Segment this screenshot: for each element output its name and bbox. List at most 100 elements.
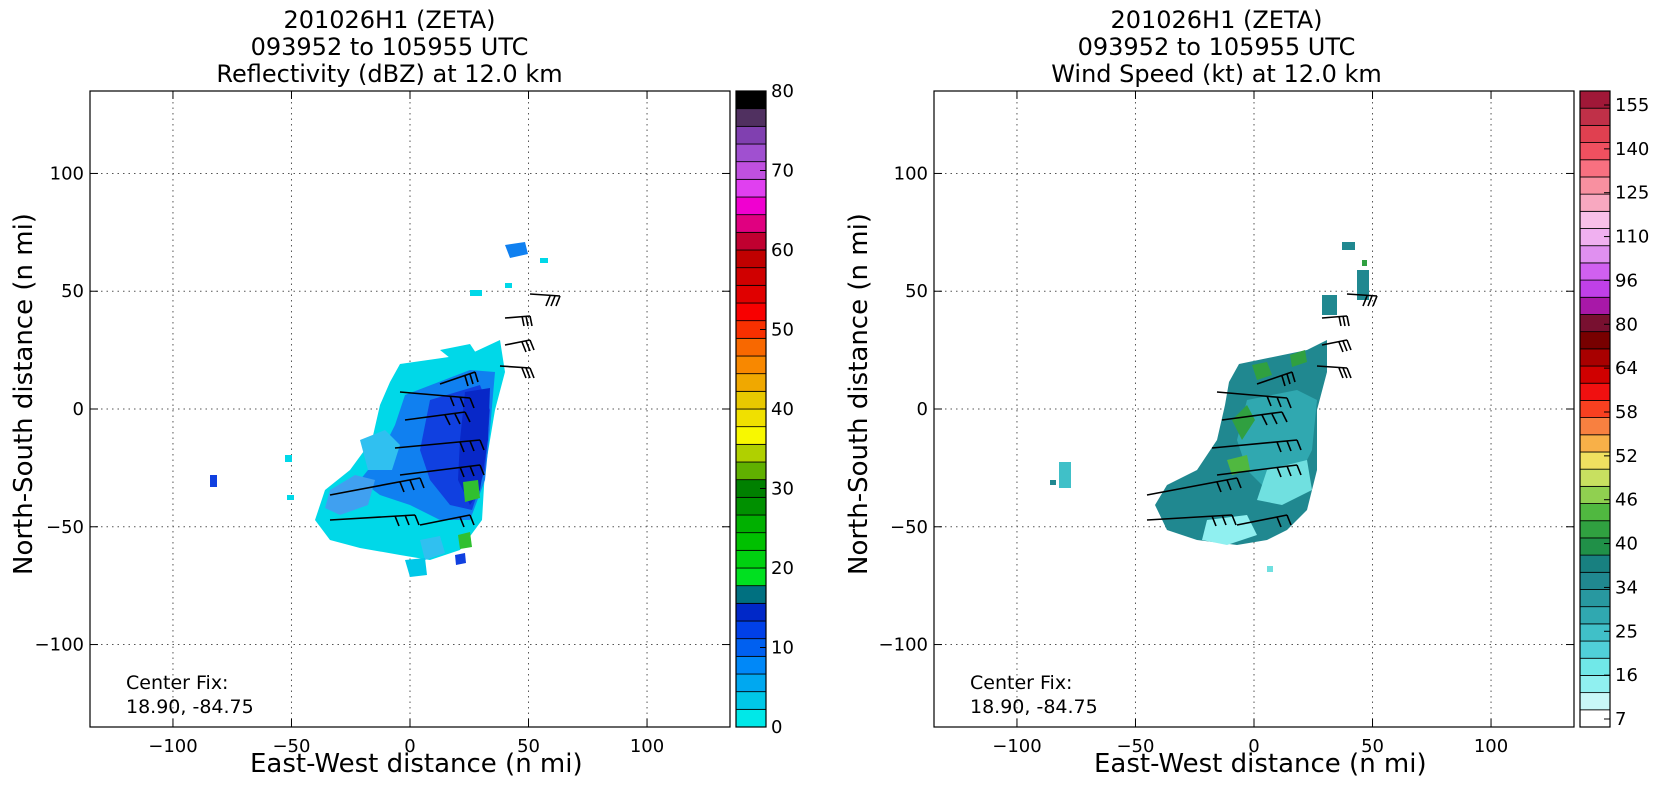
colorbar-swatch (735, 373, 767, 392)
colorbar-swatch (1579, 451, 1611, 470)
colorbar-swatch (1579, 417, 1611, 436)
colorbar-swatch (1579, 468, 1611, 487)
colorbar-swatch (735, 532, 767, 551)
colorbar-label: 96 (1615, 270, 1638, 291)
colorbar-swatch (735, 655, 767, 675)
colorbar-swatch (735, 602, 767, 622)
colorbar-swatch (735, 673, 767, 693)
colorbar-label: 30 (771, 479, 794, 500)
colorbar-swatch (1579, 124, 1611, 143)
y-tick-label: −50 (890, 517, 928, 538)
axis-ticks: −100 −50 0 50 100 100 50 0 −50 −100 (879, 91, 1574, 757)
chart-title-line2: 093952 to 105955 UTC (250, 33, 529, 61)
chart-title-line1: 201026H1 (ZETA) (283, 6, 496, 34)
colorbar-label: 0 (771, 717, 782, 738)
colorbar-swatch (1579, 503, 1611, 522)
colorbar-swatch (1579, 279, 1611, 298)
colorbar-swatch (1579, 400, 1611, 418)
y-tick-label: 100 (50, 163, 84, 184)
colorbar-label: 40 (1615, 534, 1638, 555)
colorbar-swatch (1579, 537, 1611, 556)
colorbar-swatch (1579, 245, 1611, 264)
colorbar-swatch (735, 178, 767, 198)
colorbar-swatch (735, 196, 767, 216)
colorbar: 155 140 125 110 96 80 64 58 52 46 40 34 25 16 7 (1579, 90, 1649, 730)
reflectivity-field (210, 242, 561, 577)
colorbar-swatch (1579, 90, 1611, 109)
wind-region-west (1050, 462, 1273, 572)
y-axis-label: North-South distance (n mi) (844, 213, 874, 575)
x-tick-label: 0 (1248, 736, 1259, 757)
x-tick-label: −100 (148, 736, 197, 757)
x-tick-label: −100 (992, 736, 1041, 757)
chart-title-line1: 201026H1 (ZETA) (1110, 6, 1323, 34)
x-tick-label: 50 (517, 736, 540, 757)
colorbar-swatch (735, 408, 767, 428)
x-tick-label: 0 (404, 736, 415, 757)
colorbar-swatch (1579, 228, 1611, 247)
y-tick-label: 0 (73, 399, 84, 420)
center-fix-label: Center Fix: (970, 672, 1073, 694)
colorbar-swatch (735, 691, 767, 710)
colorbar-swatch (1579, 434, 1611, 453)
colorbar-label: 25 (1615, 621, 1638, 642)
colorbar-swatch (735, 231, 767, 251)
x-tick-label: 50 (1361, 736, 1384, 757)
colorbar-swatch (735, 585, 767, 604)
colorbar-swatch (735, 337, 767, 357)
colorbar-label: 58 (1615, 402, 1638, 423)
y-tick-label: 0 (917, 399, 928, 420)
colorbar-swatch (1579, 382, 1611, 401)
colorbar-swatch (735, 461, 767, 481)
colorbar-swatch (1579, 348, 1611, 367)
colorbar-swatch (735, 708, 767, 728)
wind-region-main (1155, 340, 1327, 545)
colorbar-swatch (1579, 485, 1611, 504)
chart-title-line2: 093952 to 105955 UTC (1077, 33, 1356, 61)
colorbar-label: 20 (771, 558, 794, 579)
colorbar-swatch (735, 302, 767, 322)
x-tick-label: −50 (1116, 736, 1154, 757)
wind-region-north (1322, 242, 1369, 315)
colorbar-label: 80 (771, 81, 794, 102)
colorbar-swatch (735, 108, 767, 127)
wind-speed-field (1050, 242, 1378, 572)
colorbar-swatch (1579, 331, 1611, 350)
colorbar-label: 52 (1615, 446, 1638, 467)
colorbar-frame (1579, 90, 1611, 728)
colorbar-swatch (1579, 176, 1611, 195)
echo-region-west (210, 455, 294, 500)
colorbar-swatch (1579, 210, 1611, 229)
wind-barbs (329, 293, 561, 528)
colorbar-swatch (1579, 193, 1611, 212)
colorbar-label: 155 (1615, 95, 1649, 116)
colorbar: 80 70 60 50 40 30 20 10 0 (735, 81, 794, 738)
y-tick-label: −100 (879, 635, 928, 656)
wind-barbs (1146, 293, 1378, 528)
colorbar-swatch (735, 125, 767, 145)
colorbar-swatch (735, 426, 767, 445)
colorbar-swatch (1579, 623, 1611, 642)
colorbar-label: 16 (1615, 665, 1638, 686)
x-axis-label: East-West distance (n mi) (1094, 749, 1427, 779)
colorbar-label: 10 (771, 638, 794, 659)
center-fix-value: 18.90, -84.75 (126, 696, 254, 718)
y-tick-label: 100 (894, 163, 928, 184)
colorbar-swatch (1579, 159, 1611, 178)
colorbar-label: 140 (1615, 139, 1649, 160)
colorbar-swatch (1579, 692, 1611, 711)
reflectivity-panel: 201026H1 (ZETA) 093952 to 105955 UTC Ref… (9, 6, 794, 779)
colorbar-swatch (735, 143, 767, 163)
colorbar-swatch (1579, 554, 1611, 573)
colorbar-label: 60 (771, 240, 794, 261)
colorbar-swatch (735, 620, 767, 640)
colorbar-swatch (735, 355, 767, 375)
colorbar-swatch (735, 514, 767, 534)
colorbar-swatch (1579, 709, 1611, 728)
colorbar-swatch (1579, 589, 1611, 608)
y-tick-label: −50 (46, 517, 84, 538)
colorbar-swatch (735, 390, 767, 410)
colorbar-label: 125 (1615, 183, 1649, 204)
colorbar-swatch (735, 567, 767, 587)
